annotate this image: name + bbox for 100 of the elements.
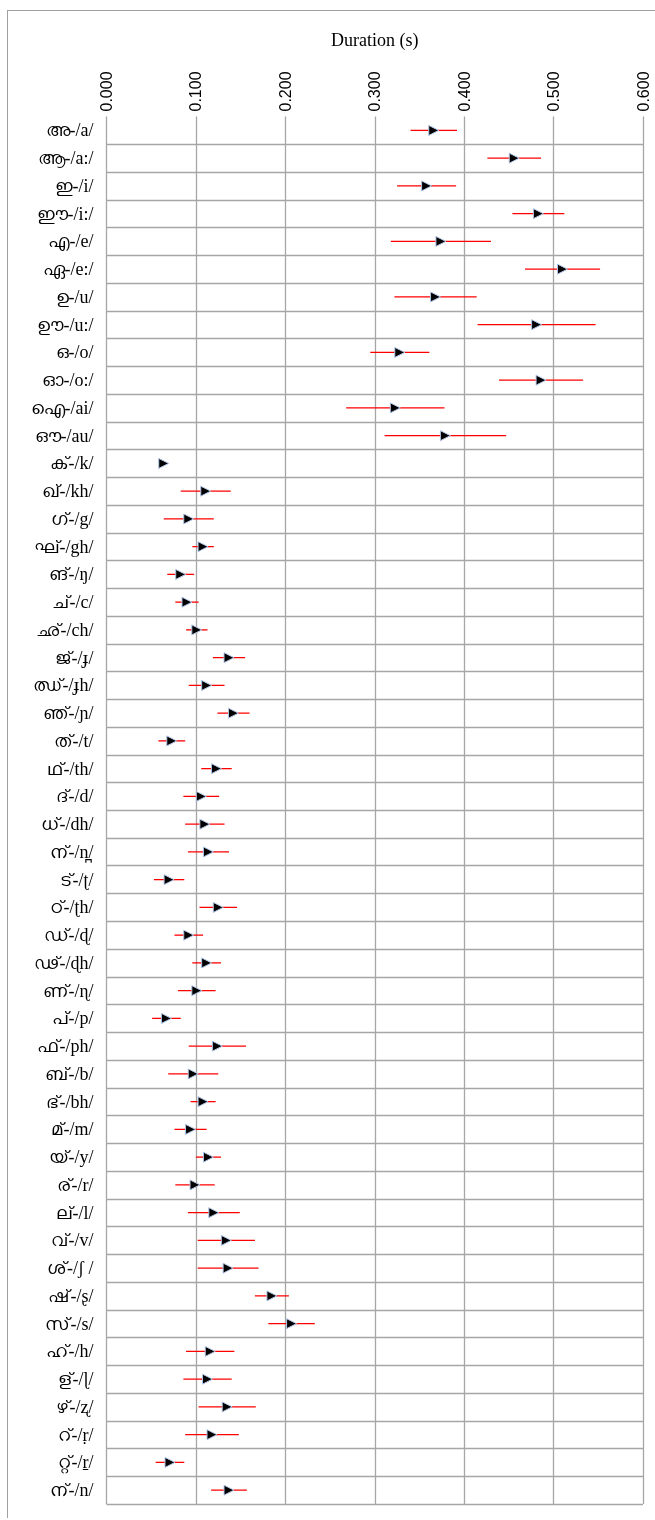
y-tick-label: ത്-/t/ bbox=[53, 730, 94, 751]
y-tick-label: അ-/a/ bbox=[45, 120, 94, 141]
y-tick-label: ഹ്-/h/ bbox=[45, 1341, 94, 1362]
x-tick-label: 0.200 bbox=[276, 71, 294, 112]
y-tick-label: പ്-/p/ bbox=[51, 1008, 94, 1029]
y-tick-label: ധ്-/dh/ bbox=[40, 814, 94, 835]
point bbox=[204, 1345, 216, 1357]
y-tick-label: ങ്-/ŋ/ bbox=[48, 564, 94, 585]
x-tick-label: 0.400 bbox=[455, 71, 473, 112]
point bbox=[428, 124, 440, 136]
y-tick-label: ന്-/n/ bbox=[49, 1480, 94, 1501]
point bbox=[202, 1151, 214, 1163]
point bbox=[223, 652, 235, 664]
point bbox=[202, 846, 214, 858]
point bbox=[212, 901, 224, 913]
y-tick-label: റ്-/ṛ/ bbox=[57, 1424, 94, 1445]
point bbox=[160, 1012, 172, 1024]
y-tick-label: ഖ്-/kh/ bbox=[41, 481, 94, 502]
y-tick-label: ബ്-/b/ bbox=[44, 1063, 94, 1084]
point bbox=[439, 430, 451, 442]
y-tick-label: ള്-/ɭ/ bbox=[57, 1369, 94, 1390]
y-tick-label: ശ്-/ʃ / bbox=[47, 1258, 94, 1279]
point bbox=[223, 1484, 235, 1496]
point bbox=[227, 707, 239, 719]
y-tick-label: ഉ-/u/ bbox=[55, 286, 94, 307]
point bbox=[221, 1401, 233, 1413]
y-tick-label: ഠ്-/ʈh/ bbox=[49, 897, 94, 918]
point bbox=[220, 1234, 232, 1246]
y-tick-label: വ്-/v/ bbox=[50, 1230, 94, 1251]
y-tick-label: ഡ്-/ɖ/ bbox=[43, 925, 94, 946]
y-tick-label: ല്-/l/ bbox=[55, 1202, 94, 1223]
x-tick-label: 0.500 bbox=[545, 71, 563, 112]
point bbox=[197, 1096, 209, 1108]
y-tick-label: ഛ്-/ch/ bbox=[35, 619, 94, 640]
point bbox=[531, 319, 543, 331]
point bbox=[211, 1040, 223, 1052]
point bbox=[199, 818, 211, 830]
y-tick-label: ഥ്-/th/ bbox=[46, 758, 94, 779]
y-tick-label: ഒ-/o/ bbox=[55, 342, 94, 363]
point bbox=[210, 763, 222, 775]
y-tick-label: സ്-/s/ bbox=[45, 1313, 94, 1334]
point bbox=[421, 180, 433, 192]
y-tick-label: ര്-/r/ bbox=[56, 1174, 94, 1195]
y-tick-label: ഓ-/o:/ bbox=[41, 370, 94, 391]
point bbox=[191, 985, 203, 997]
y-tick-label: ഢ്-/ɖh/ bbox=[33, 952, 94, 973]
y-tick-label: മ്-/m/ bbox=[50, 1119, 94, 1140]
y-tick-label: ച്-/c/ bbox=[51, 592, 94, 613]
point bbox=[187, 1068, 199, 1080]
y-tick-label: ഗ്-/g/ bbox=[50, 508, 94, 529]
point bbox=[195, 790, 207, 802]
point bbox=[508, 152, 520, 164]
point bbox=[166, 735, 178, 747]
y-tick-label: ണ്-/ɳ/ bbox=[42, 980, 94, 1001]
point bbox=[158, 457, 170, 469]
point bbox=[185, 1123, 197, 1135]
y-tick-label: ഊ-/u:/ bbox=[36, 314, 94, 335]
y-tick-label: ഘ്-/gh/ bbox=[33, 536, 94, 557]
point bbox=[164, 1456, 176, 1468]
point bbox=[201, 679, 213, 691]
y-tick-label: എ-/e/ bbox=[47, 231, 94, 253]
y-tick-label: യ്-/y/ bbox=[48, 1147, 94, 1168]
y-tick-label: ദ്-/d/ bbox=[55, 786, 94, 807]
y-tick-label: ഫ്-/ph/ bbox=[36, 1036, 94, 1057]
y-tick-label: ന്-/n̪/ bbox=[49, 841, 94, 863]
x-tick-label: 0.300 bbox=[366, 71, 384, 112]
y-tick-label: ഝ്-/ɟh/ bbox=[32, 675, 94, 696]
y-tick-label: ട്-/ʈ/ bbox=[59, 869, 94, 890]
y-tick-label: ഞ്-/ɲ/ bbox=[42, 703, 94, 724]
x-tick-label: 0.000 bbox=[98, 71, 115, 112]
point bbox=[208, 1207, 220, 1219]
point bbox=[189, 1179, 201, 1191]
point bbox=[175, 568, 187, 580]
point bbox=[535, 374, 547, 386]
point bbox=[389, 402, 401, 414]
y-tick-label: ഷ്-/ʂ/ bbox=[48, 1285, 94, 1306]
point bbox=[532, 208, 544, 220]
y-tick-label: ഭ്-/bh/ bbox=[45, 1091, 94, 1112]
y-tick-label: ഏ-/e:/ bbox=[42, 259, 94, 280]
y-tick-label: ഐ-/ai/ bbox=[30, 397, 94, 419]
x-tick-label: 0.100 bbox=[187, 71, 205, 112]
point bbox=[206, 1429, 218, 1441]
point bbox=[197, 541, 209, 553]
y-tick-label: ക്-/k/ bbox=[49, 453, 94, 474]
point bbox=[183, 929, 195, 941]
y-tick-label: ഴ്-/ʐ/ bbox=[55, 1396, 94, 1417]
point bbox=[181, 596, 193, 608]
point bbox=[430, 291, 442, 303]
point bbox=[183, 513, 195, 525]
point bbox=[191, 624, 203, 636]
y-tick-label: ജ്-/ɟ/ bbox=[54, 647, 94, 668]
y-tick-label: ആ-/a:/ bbox=[37, 148, 94, 169]
x-axis-title: Duration (s) bbox=[331, 29, 419, 51]
point bbox=[201, 957, 213, 969]
point bbox=[222, 1262, 234, 1274]
y-tick-label: ഈ-/i:/ bbox=[36, 203, 94, 224]
y-tick-label: ഇ-/i/ bbox=[54, 175, 94, 196]
point bbox=[163, 874, 175, 886]
x-tick-label: 0.600 bbox=[634, 71, 652, 112]
point bbox=[266, 1290, 278, 1302]
